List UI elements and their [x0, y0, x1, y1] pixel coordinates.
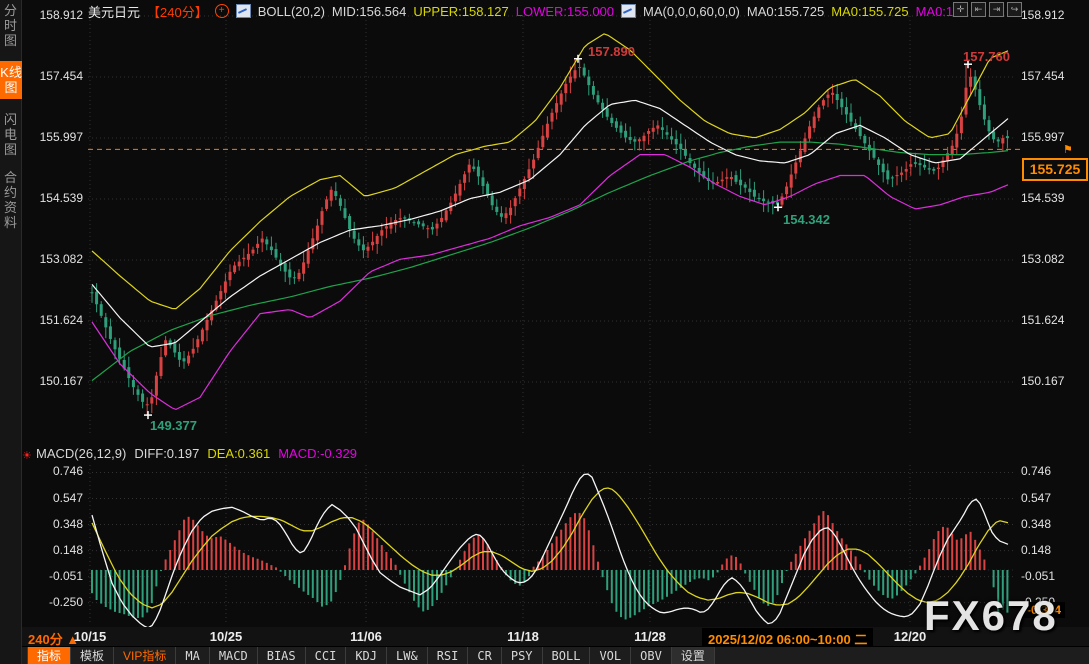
macd-axis-label: -0.250	[48, 594, 83, 609]
toolbar-tab-BIAS[interactable]: BIAS	[258, 647, 306, 664]
indicator-toolbar: 指标 模板 VIP指标 MA MACD BIAS CCI KDJ LW& RSI CR PSY BOLL…	[22, 646, 1089, 664]
ma-params: MA(0,0,0,60,0,0)	[643, 3, 740, 19]
price-alert-flag-icon[interactable]: ⚑	[1063, 144, 1073, 157]
x-axis-date: 11/28	[634, 629, 666, 644]
boll-mid-value: MID:156.564	[331, 3, 407, 19]
toolbar-tab-MACD[interactable]: MACD	[210, 647, 258, 664]
y-axis-label: 157.454	[1021, 69, 1065, 84]
expand-icon[interactable]: +	[214, 4, 229, 18]
x-axis-date: 10/15	[73, 629, 107, 644]
compress-right-icon[interactable]: ⇥	[989, 2, 1004, 17]
compress-left-icon[interactable]: ⇤	[971, 2, 986, 17]
period-selector[interactable]: 240分 ▲	[28, 632, 80, 647]
macd-axis-label: 0.148	[1021, 542, 1052, 557]
y-axis-label: 151.624	[39, 313, 83, 328]
y-axis-label: 155.997	[1021, 130, 1065, 144]
window-tools: ✛ ⇤ ⇥ ↪	[953, 2, 1022, 17]
alarm-icon[interactable]: ☀	[22, 450, 32, 462]
toolbar-tab-KDJ[interactable]: KDJ	[346, 647, 388, 664]
macd-axis-label: -0.051	[48, 568, 83, 583]
symbol-name: 美元日元	[88, 4, 141, 20]
toolbar-tab-模板[interactable]: 模板	[71, 647, 115, 664]
macd-params: MACD(26,12,9)	[36, 446, 127, 461]
sidebar: 分时图 K线图闪电图合约资料	[0, 0, 22, 664]
macd-axis-label: 0.348	[1021, 516, 1052, 531]
macd-axis-label: 0.746	[1021, 464, 1052, 479]
candles-layer	[90, 58, 1009, 416]
y-axis-label: 155.997	[39, 130, 83, 144]
toolbar-tab-指标[interactable]: 指标	[27, 647, 72, 664]
toolbar-tab-RSI[interactable]: RSI	[428, 647, 469, 664]
hovered-candle-datetime: 2025/12/02 06:00~10:00 二	[702, 628, 874, 649]
macd-axis-label: 0.547	[52, 490, 83, 505]
toolbar-tab-PSY[interactable]: PSY	[502, 647, 543, 664]
toolbar-tab-OBV[interactable]: OBV	[631, 647, 672, 664]
sidebar-tab-item[interactable]: 闪电图	[3, 112, 17, 157]
y-axis-label: 153.082	[39, 252, 83, 266]
x-axis-row: 240分 ▲ 10/15 10/25 11/06 11/18 11/28 12/20 20…	[22, 627, 1089, 649]
y-axis-label: 150.167	[39, 374, 83, 388]
y-axis-label: 158.912	[1021, 8, 1065, 22]
toolbar-tab-LW&[interactable]: LW&	[387, 647, 428, 664]
indicator-header: 美元日元 【240分】 + BOLL(20,2) MID:156.564 UPP…	[88, 2, 953, 20]
x-axis-date: 12/20	[893, 629, 927, 644]
macd-last-value-marker: -0.304	[1023, 602, 1066, 618]
x-axis-date: 11/18	[507, 629, 539, 644]
price-extreme-label: 157.890	[588, 43, 635, 59]
x-axis-date: 11/06	[350, 629, 382, 644]
y-axis-label: 150.167	[1021, 374, 1065, 388]
y-axis-label: 151.624	[1021, 313, 1065, 328]
y-axis-label: 157.454	[39, 69, 83, 84]
y-axis-label: 154.539	[1021, 191, 1065, 206]
crosshair-icon[interactable]: ✛	[953, 2, 968, 17]
macd-axis-label: 0.547	[1021, 490, 1052, 505]
macd-axis-label: 0.746	[52, 464, 83, 479]
current-price-box[interactable]: 155.725	[1022, 158, 1088, 182]
ma-indicator-icon[interactable]	[621, 4, 637, 18]
y-axis-label: 153.082	[1021, 252, 1065, 266]
watermark: FX678	[924, 592, 1058, 639]
sidebar-tab-item[interactable]: 合约资料	[3, 170, 17, 230]
toolbar-tab-VIP指标[interactable]: VIP指标	[114, 647, 177, 664]
toolbar-tab-CCI[interactable]: CCI	[306, 647, 347, 664]
boll-upper-value: UPPER:158.127	[413, 3, 509, 19]
macd-diff-value: DIFF:0.197	[134, 446, 200, 461]
macd-axis-label: 0.148	[52, 542, 83, 557]
sidebar-tab-item[interactable]: 分时图	[3, 3, 17, 48]
toolbar-tab-设置[interactable]: 设置	[671, 647, 715, 664]
macd-macd-value: MACD:-0.329	[278, 446, 357, 461]
ma0-yellow-value: MA0:155.725	[831, 3, 909, 19]
y-axis-label: 158.912	[39, 8, 83, 22]
macd-dea-value: DEA:0.361	[207, 446, 271, 461]
period-badge[interactable]: 【240分】	[147, 4, 208, 20]
toolbar-tab-BOLL[interactable]: BOLL	[543, 647, 591, 664]
boll-indicator-icon[interactable]	[235, 4, 251, 18]
macd-axis-label: 0.348	[52, 516, 83, 531]
y-axis-label: 154.539	[39, 191, 83, 206]
macd-header: MACD(26,12,9) DIFF:0.197 DEA:0.361 MACD:…	[36, 446, 357, 461]
toolbar-tab-CR[interactable]: CR	[468, 647, 502, 664]
sidebar-tab-kline-active[interactable]: K线图	[0, 61, 22, 99]
price-extreme-label: 149.377	[150, 418, 197, 434]
pan-right-icon[interactable]: ↪	[1007, 2, 1022, 17]
price-extreme-label: 154.342	[783, 212, 830, 228]
boll-lower-value: LOWER:155.000	[515, 3, 615, 19]
ma0-magenta-value: MA0:1	[915, 3, 954, 19]
macd-axis-label: -0.051	[1021, 568, 1056, 583]
toolbar-tab-MA[interactable]: MA	[176, 647, 210, 664]
toolbar-tab-VOL[interactable]: VOL	[590, 647, 632, 664]
boll-params: BOLL(20,2)	[257, 3, 325, 19]
price-extreme-label: 157.760	[963, 49, 1010, 65]
x-axis-date: 10/25	[209, 629, 243, 644]
ma0-white-value: MA0:155.725	[746, 3, 825, 19]
